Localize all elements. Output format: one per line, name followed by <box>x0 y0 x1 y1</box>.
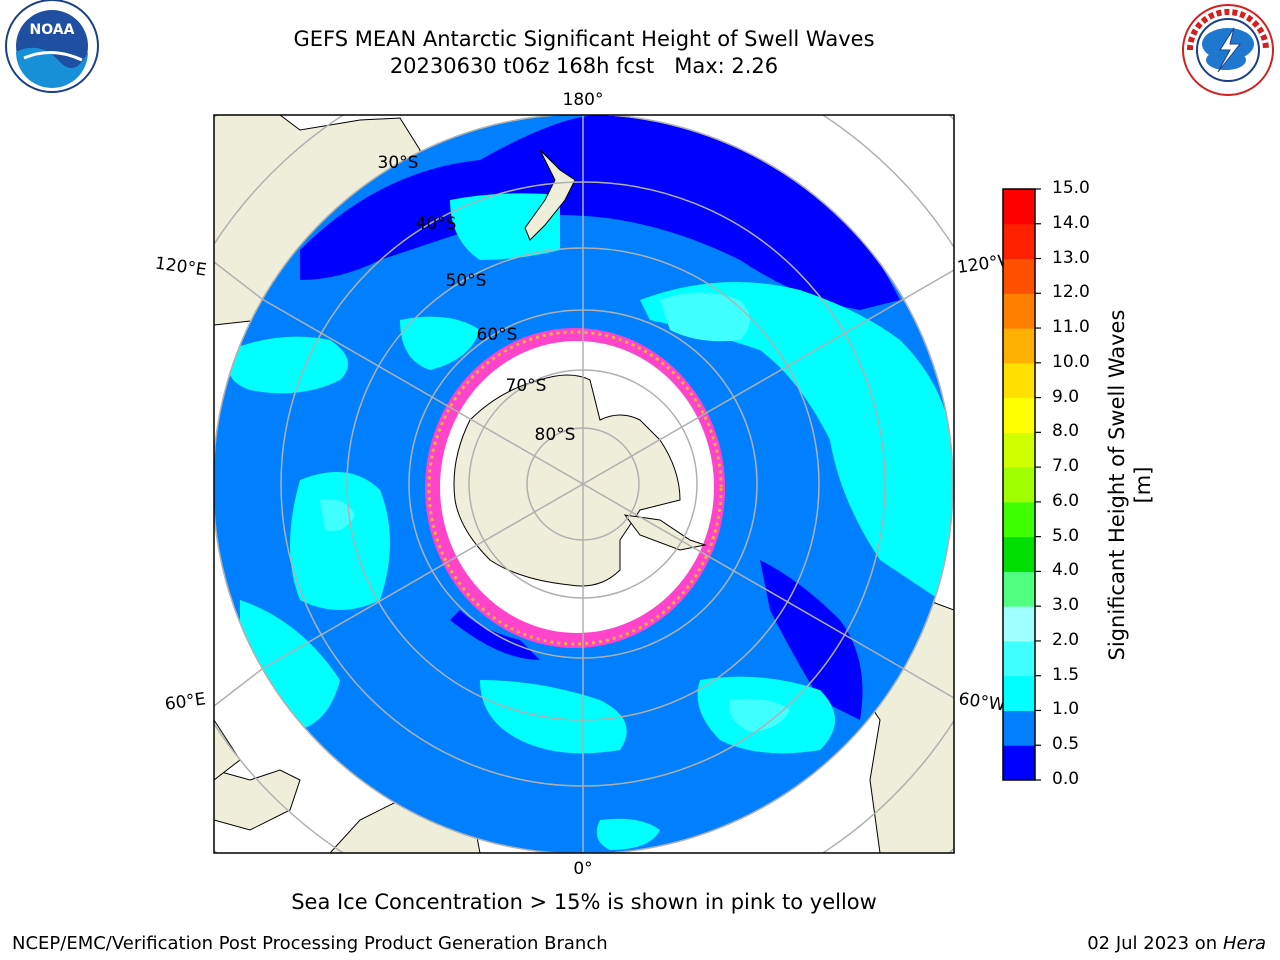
footer-date: 02 Jul 2023 on Hera <box>1087 933 1266 954</box>
colorbar-tick-label: 3.0 <box>1052 595 1080 616</box>
colorbar-segment <box>1003 467 1035 503</box>
colorbar-segment <box>1003 536 1035 572</box>
colorbar-tick-label: 15.0 <box>1052 178 1090 198</box>
antarctica-landmass <box>453 374 681 587</box>
lat-label-40s: 40°S <box>416 214 457 234</box>
colorbar-segment <box>1003 675 1035 711</box>
colorbar-tick-label: 12.0 <box>1052 282 1090 303</box>
footer-credit: NCEP/EMC/Verification Post Processing Pr… <box>12 933 608 954</box>
map-frame <box>213 114 955 854</box>
colorbar-tick-label: 1.0 <box>1052 699 1080 720</box>
colorbar-tick-label: 5.0 <box>1052 525 1080 546</box>
colorbar-segment <box>1003 258 1035 294</box>
colorbar-tick-label: 7.0 <box>1052 456 1080 477</box>
colorbar-segment <box>1003 571 1035 607</box>
colorbar-tick-label: 10.0 <box>1052 351 1090 372</box>
lon-label-120e: 120°E <box>154 254 208 281</box>
colorbar-segment <box>1003 606 1035 642</box>
noaa-logo-icon: NOAA <box>5 0 99 93</box>
new-zealand <box>524 149 576 241</box>
colorbar-tick-label: 4.0 <box>1052 560 1080 581</box>
graticule <box>214 115 953 853</box>
colorbar-tick-label: 11.0 <box>1052 317 1090 338</box>
colorbar-segment <box>1003 293 1035 329</box>
chart-title: GEFS MEAN Antarctic Significant Height o… <box>293 27 875 51</box>
colorbar-title: Significant Height of Swell Waves [m] <box>1105 309 1155 661</box>
footer-host: Hera <box>1222 933 1266 954</box>
chart-subtitle: 20230630 t06z 168h fcst Max: 2.26 <box>389 54 779 78</box>
colorbar-segment <box>1003 710 1035 746</box>
colorbar-segment <box>1003 362 1035 399</box>
colorbar-tick-label: 6.0 <box>1052 490 1080 511</box>
sea-ice-note: Sea Ice Concentration > 15% is shown in … <box>291 890 877 914</box>
footer-date-text: 02 Jul 2023 on <box>1087 933 1223 954</box>
colorbar-frame <box>1002 188 1036 781</box>
colorbar-tick-label: 14.0 <box>1052 212 1090 233</box>
colorbar-tick-label: 0.5 <box>1052 734 1080 755</box>
colorbar-tick-label: 9.0 <box>1052 386 1080 407</box>
nws-logo-icon <box>1182 4 1274 96</box>
lon-label-0: 0° <box>573 859 592 879</box>
colorbar-tick-label: 1.5 <box>1052 664 1080 685</box>
lat-label-30s: 30°S <box>378 153 419 173</box>
colorbar-segment <box>1003 432 1035 468</box>
lat-label-80s: 80°S <box>535 425 576 445</box>
lon-label-180: 180° <box>563 90 604 110</box>
colorbar-tick-label: 0.0 <box>1052 769 1080 789</box>
lon-label-60w: 60°W <box>957 689 1006 715</box>
colorbar-segment <box>1003 328 1035 364</box>
colorbar-segment <box>1003 223 1035 260</box>
colorbar-segment <box>1003 640 1035 677</box>
lat-label-60s: 60°S <box>477 325 518 345</box>
noaa-logo-text: NOAA <box>30 22 75 38</box>
colorbar-tick-label: 2.0 <box>1052 629 1080 650</box>
lat-label-70s: 70°S <box>506 376 547 396</box>
colorbar-tick-label: 13.0 <box>1052 247 1090 268</box>
colorbar-segment <box>1003 189 1035 225</box>
colorbar-segment <box>1003 745 1035 781</box>
colorbar-tick-label: 8.0 <box>1052 421 1080 442</box>
colorbar-segment <box>1003 501 1035 538</box>
colorbar <box>1003 188 1041 781</box>
colorbar-segment <box>1003 397 1035 433</box>
lat-label-50s: 50°S <box>446 271 487 291</box>
lon-label-60e: 60°E <box>164 689 207 714</box>
